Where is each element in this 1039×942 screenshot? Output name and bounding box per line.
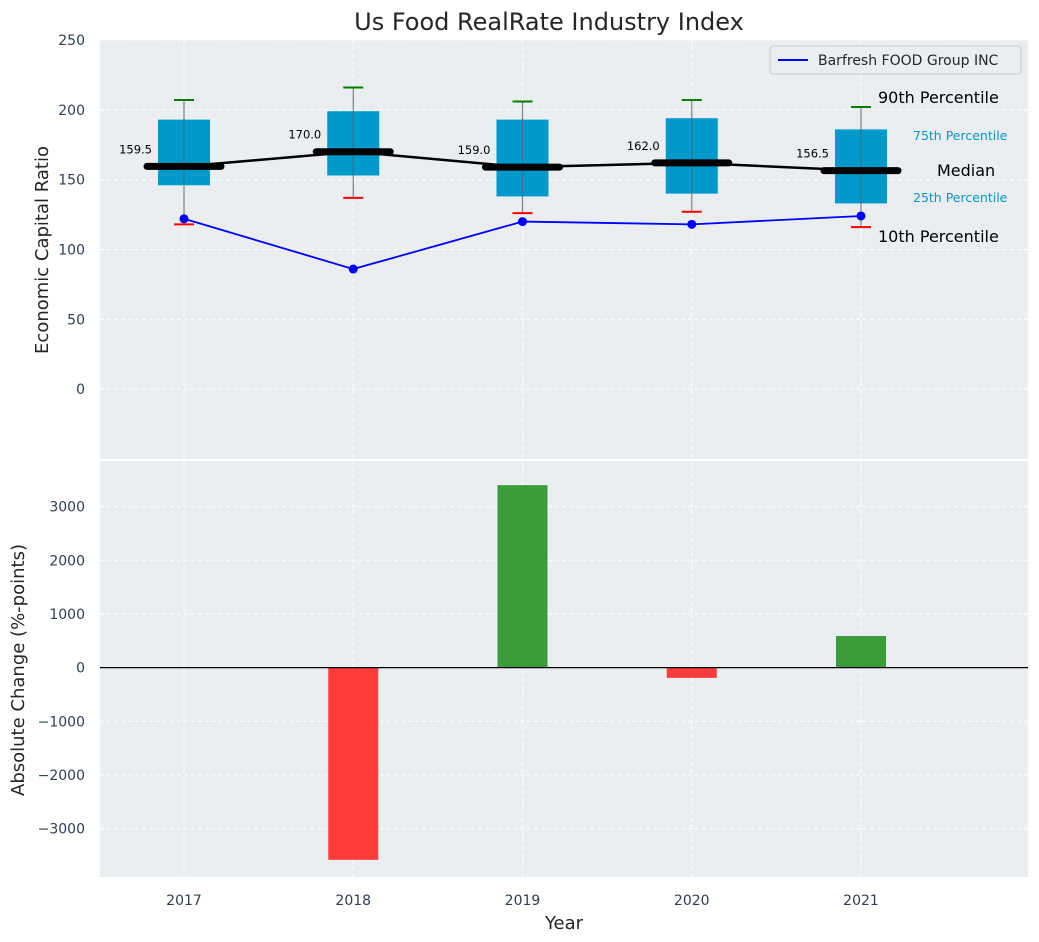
change-bars <box>328 485 886 860</box>
chart-title: Us Food RealRate Industry Index <box>354 8 744 36</box>
median-value-label: 156.5 <box>796 147 829 161</box>
bottom-y-tick-labels: −3000 −2000 −1000 0 1000 2000 3000 <box>38 500 85 838</box>
bottom-y-tick-label: −1000 <box>38 714 85 730</box>
company-series-group <box>179 211 866 274</box>
bottom-y-axis-label: Absolute Change (%-points) <box>8 544 29 796</box>
top-y-tick-label: 250 <box>58 33 85 49</box>
median-value-label: 170.0 <box>288 128 321 142</box>
top-y-tick-label: 50 <box>67 312 85 328</box>
median-value-label: 162.0 <box>627 139 660 153</box>
top-panel: 0 50 100 150 200 250 159.5 170.0 159.0 162.0 156.… <box>32 8 1028 459</box>
top-y-tick-labels: 0 50 100 150 200 250 <box>58 33 85 398</box>
x-tick-label: 2020 <box>674 893 710 909</box>
company-series-point <box>687 219 697 229</box>
median-trend-group <box>143 148 902 175</box>
top-y-tick-label: 100 <box>58 243 85 259</box>
percentile-annotations: 90th Percentile 75th Percentile Median 2… <box>878 88 1008 246</box>
legend-box <box>769 45 1022 75</box>
company-series-point <box>179 214 189 224</box>
box-plot-group <box>158 86 887 229</box>
bottom-y-tick-label: −2000 <box>38 768 85 784</box>
company-series-point <box>856 211 866 221</box>
company-series-point <box>348 264 358 274</box>
x-tick-labels: 2017 2018 2019 2020 2021 <box>166 893 879 909</box>
bottom-y-tick-label: 3000 <box>49 500 85 516</box>
change-bar <box>328 667 379 860</box>
legend: Barfresh FOOD Group INC <box>769 45 1022 75</box>
x-axis-label: Year <box>544 913 584 934</box>
x-tick-label: 2017 <box>166 893 202 909</box>
x-tick-label: 2018 <box>335 893 371 909</box>
bottom-y-tick-label: −3000 <box>38 822 85 838</box>
x-tick-label: 2021 <box>843 893 879 909</box>
change-bar <box>497 485 548 668</box>
bottom-plot-background <box>100 461 1028 877</box>
change-bar <box>666 667 717 678</box>
top-y-tick-label: 200 <box>58 103 85 119</box>
annotation-p25: 25th Percentile <box>913 190 1008 205</box>
median-value-labels: 159.5 170.0 159.0 162.0 156.5 <box>119 128 829 161</box>
annotation-p90: 90th Percentile <box>878 88 999 107</box>
bottom-y-tick-label: 2000 <box>49 553 85 569</box>
top-y-axis-label: Economic Capital Ratio <box>32 146 53 354</box>
change-bar <box>836 635 886 668</box>
x-tick-label: 2019 <box>505 893 541 909</box>
top-y-tick-label: 0 <box>76 382 85 398</box>
median-value-label: 159.5 <box>119 142 152 156</box>
top-y-tick-label: 150 <box>58 173 85 189</box>
annotation-p10: 10th Percentile <box>878 227 999 246</box>
annotation-median: Median <box>937 161 995 180</box>
annotation-p75: 75th Percentile <box>913 128 1008 143</box>
bottom-y-tick-label: 1000 <box>49 607 85 623</box>
company-series-point <box>518 217 527 227</box>
legend-label: Barfresh FOOD Group INC <box>818 53 999 69</box>
top-gridlines <box>100 39 1028 459</box>
median-value-label: 159.0 <box>458 143 491 157</box>
bottom-y-tick-label: 0 <box>76 661 85 677</box>
